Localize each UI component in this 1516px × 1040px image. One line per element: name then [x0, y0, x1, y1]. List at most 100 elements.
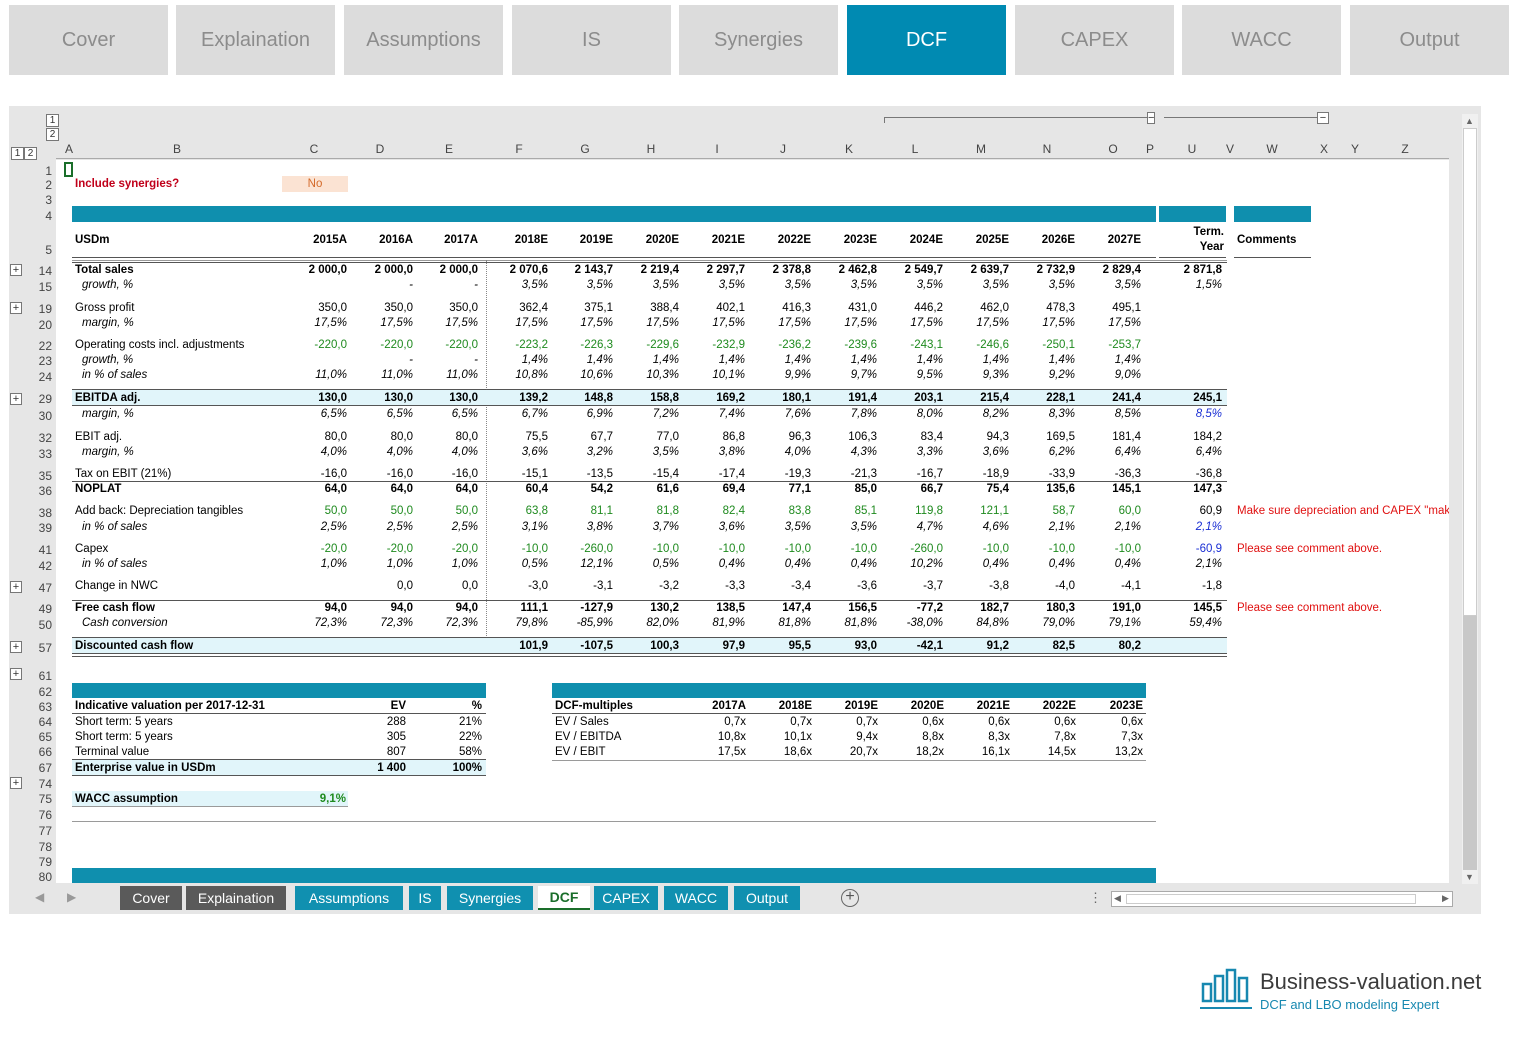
value-cell[interactable]: 181,4: [1112, 431, 1141, 443]
value-cell[interactable]: 12,1%: [580, 558, 613, 570]
synergies-dropdown[interactable]: No: [282, 176, 348, 192]
row-header[interactable]: 19: [38, 302, 52, 316]
top-tab-synergies[interactable]: Synergies: [679, 5, 838, 75]
value-cell[interactable]: -10,0: [521, 543, 548, 555]
value-cell[interactable]: 8,0%: [916, 408, 943, 420]
sheet-tab-synergies[interactable]: Synergies: [447, 886, 533, 910]
sheet-tab-cover[interactable]: Cover: [120, 886, 182, 910]
value-cell[interactable]: 3,5%: [1114, 279, 1141, 291]
value-cell[interactable]: 3,5%: [521, 279, 548, 291]
value-cell[interactable]: 81,8: [656, 505, 679, 517]
value-cell[interactable]: -236,2: [778, 339, 811, 351]
value-cell[interactable]: 148,8: [584, 392, 613, 404]
value-cell[interactable]: 2 297,7: [706, 264, 745, 276]
value-cell[interactable]: -21,3: [850, 468, 877, 480]
term-year-cell[interactable]: -36,8: [1195, 468, 1222, 480]
value-cell[interactable]: 4,7%: [916, 521, 943, 533]
row-header[interactable]: 36: [38, 484, 52, 498]
value-cell[interactable]: 72,3%: [380, 617, 413, 629]
row-header[interactable]: 76: [38, 808, 52, 822]
multiples-cell[interactable]: 18,2x: [915, 746, 944, 758]
expand-group-button[interactable]: +: [10, 668, 22, 680]
value-cell[interactable]: -3,8: [989, 580, 1009, 592]
value-cell[interactable]: -16,0: [451, 468, 478, 480]
row-header[interactable]: 2: [45, 178, 52, 192]
scroll-left-icon[interactable]: ◀: [1114, 893, 1121, 903]
row-header[interactable]: 80: [38, 870, 52, 884]
value-cell[interactable]: 3,5%: [850, 279, 877, 291]
value-cell[interactable]: 10,1%: [712, 369, 745, 381]
value-cell[interactable]: -15,1: [521, 468, 548, 480]
vertical-scrollbar[interactable]: ▲ ▼: [1462, 114, 1478, 884]
value-cell[interactable]: 94,0: [324, 602, 347, 614]
value-cell[interactable]: 82,5: [1052, 640, 1075, 652]
value-cell[interactable]: -260,0: [580, 543, 613, 555]
value-cell[interactable]: 0,4%: [982, 558, 1009, 570]
term-year-cell[interactable]: 1,5%: [1195, 279, 1222, 291]
column-header[interactable]: U: [1187, 142, 1197, 156]
column-header[interactable]: F: [515, 142, 523, 156]
row-header[interactable]: 42: [38, 559, 52, 573]
column-collapse-small[interactable]: −: [1147, 112, 1155, 124]
value-cell[interactable]: 81,9%: [712, 617, 745, 629]
row-header[interactable]: 39: [38, 521, 52, 535]
value-cell[interactable]: 6,5%: [386, 408, 413, 420]
value-cell[interactable]: -253,7: [1108, 339, 1141, 351]
row-header[interactable]: 50: [38, 618, 52, 632]
value-cell[interactable]: 17,5%: [910, 317, 943, 329]
value-cell[interactable]: 2 070,6: [509, 264, 548, 276]
value-cell[interactable]: 4,0%: [784, 446, 811, 458]
value-cell[interactable]: 158,8: [650, 392, 679, 404]
row-header[interactable]: 33: [38, 447, 52, 461]
row-level-2-button[interactable]: 2: [24, 147, 37, 160]
value-cell[interactable]: -18,9: [982, 468, 1009, 480]
top-tab-cover[interactable]: Cover: [9, 5, 168, 75]
value-cell[interactable]: 50,0: [324, 505, 347, 517]
value-cell[interactable]: 63,8: [525, 505, 548, 517]
row-header[interactable]: 61: [38, 669, 52, 683]
row-header[interactable]: 1: [45, 164, 52, 178]
value-cell[interactable]: -: [474, 354, 478, 366]
value-cell[interactable]: -4,0: [1055, 580, 1075, 592]
value-cell[interactable]: 77,0: [656, 431, 679, 443]
value-cell[interactable]: 81,1: [590, 505, 613, 517]
value-cell[interactable]: -13,5: [586, 468, 613, 480]
top-tab-is[interactable]: IS: [512, 5, 671, 75]
value-cell[interactable]: 3,2%: [586, 446, 613, 458]
row-header[interactable]: 22: [38, 339, 52, 353]
column-header[interactable]: P: [1145, 142, 1155, 156]
row-header[interactable]: 20: [38, 318, 52, 332]
value-cell[interactable]: 191,0: [1112, 602, 1141, 614]
sheet-tab-assumptions[interactable]: Assumptions: [295, 886, 403, 910]
value-cell[interactable]: 82,4: [722, 505, 745, 517]
expand-group-button[interactable]: +: [10, 302, 22, 314]
value-cell[interactable]: 3,5%: [982, 279, 1009, 291]
row-header[interactable]: 65: [38, 730, 52, 744]
value-cell[interactable]: 11,0%: [446, 369, 478, 381]
value-cell[interactable]: 9,9%: [784, 369, 811, 381]
row-header[interactable]: 49: [38, 602, 52, 616]
value-cell[interactable]: 0,4%: [784, 558, 811, 570]
value-cell[interactable]: -: [409, 279, 413, 291]
value-cell[interactable]: 83,8: [788, 505, 811, 517]
value-cell[interactable]: 100,3: [650, 640, 679, 652]
value-cell[interactable]: 85,0: [854, 483, 877, 495]
value-cell[interactable]: -127,9: [580, 602, 613, 614]
value-cell[interactable]: 6,5%: [451, 408, 478, 420]
value-cell[interactable]: 0,0: [397, 580, 413, 592]
valuation-row-pct[interactable]: 21%: [458, 716, 482, 728]
row-header[interactable]: 4: [45, 209, 52, 223]
column-header[interactable]: K: [844, 142, 854, 156]
value-cell[interactable]: -16,0: [386, 468, 413, 480]
term-year-cell[interactable]: -60,9: [1195, 543, 1222, 555]
value-cell[interactable]: 17,5%: [380, 317, 413, 329]
valuation-row-ev[interactable]: 807: [386, 746, 406, 758]
value-cell[interactable]: 93,0: [854, 640, 877, 652]
value-cell[interactable]: -220,0: [445, 339, 478, 351]
value-cell[interactable]: -246,6: [976, 339, 1009, 351]
selected-cell[interactable]: [64, 162, 73, 177]
value-cell[interactable]: 1,4%: [1048, 354, 1075, 366]
multiples-cell[interactable]: 7,3x: [1121, 731, 1143, 743]
value-cell[interactable]: -16,7: [916, 468, 943, 480]
scroll-right-icon[interactable]: ▶: [1442, 893, 1449, 903]
